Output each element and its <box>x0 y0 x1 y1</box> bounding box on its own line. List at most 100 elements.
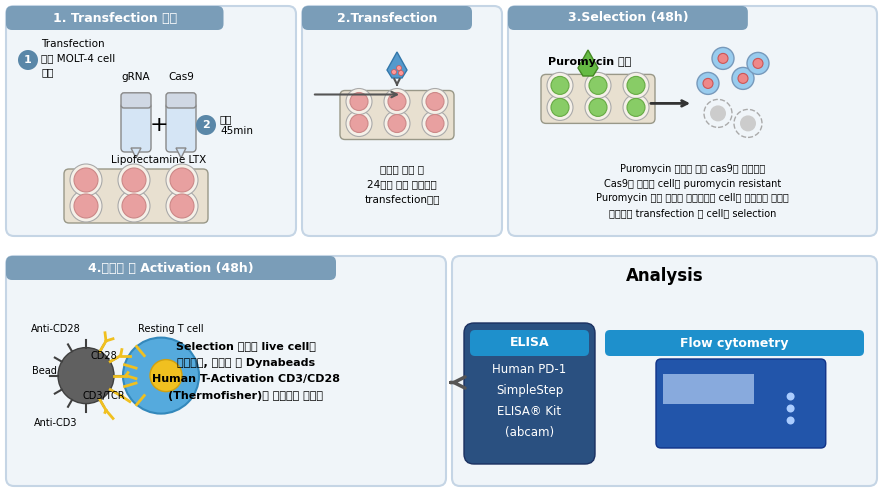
Polygon shape <box>578 50 598 76</box>
FancyBboxPatch shape <box>464 323 595 464</box>
Circle shape <box>787 404 795 412</box>
Circle shape <box>70 190 102 222</box>
Circle shape <box>388 92 406 111</box>
Polygon shape <box>387 52 407 78</box>
Circle shape <box>122 168 146 192</box>
Circle shape <box>547 72 573 98</box>
Circle shape <box>384 111 410 136</box>
Text: 상온
45min: 상온 45min <box>220 114 253 136</box>
FancyBboxPatch shape <box>166 93 196 108</box>
Circle shape <box>753 59 763 68</box>
FancyBboxPatch shape <box>64 169 208 223</box>
Text: Analysis: Analysis <box>626 267 704 285</box>
Circle shape <box>74 168 98 192</box>
Circle shape <box>350 92 368 111</box>
Text: Puromycin 내성을 갖는 cas9을 사용하여
Cas9이 도입된 cell은 puromycin resistant
Puromycin 포함 배지를: Puromycin 내성을 갖는 cas9을 사용하여 Cas9이 도입된 ce… <box>596 164 789 218</box>
Text: CD28: CD28 <box>91 351 117 361</box>
Circle shape <box>623 94 649 121</box>
Text: CD3/TCR: CD3/TCR <box>83 391 125 400</box>
Circle shape <box>740 116 756 131</box>
Circle shape <box>170 194 194 218</box>
Text: Cas9: Cas9 <box>168 72 194 82</box>
Circle shape <box>398 70 404 75</box>
Text: 치료제 처리 후
24시간 동안 보관하여
transfection진행: 치료제 처리 후 24시간 동안 보관하여 transfection진행 <box>365 164 440 204</box>
FancyBboxPatch shape <box>508 6 748 30</box>
Circle shape <box>426 115 444 132</box>
Text: Selection 완료된 live cell을
계대배양, 안정화 후 Dynabeads
Human T-Activation CD3/CD28
(Ther: Selection 완료된 live cell을 계대배양, 안정화 후 Dyn… <box>152 341 340 400</box>
Circle shape <box>196 115 216 135</box>
Circle shape <box>732 67 754 90</box>
Circle shape <box>712 47 734 69</box>
Circle shape <box>122 194 146 218</box>
Circle shape <box>123 338 199 414</box>
Circle shape <box>422 89 448 115</box>
Circle shape <box>747 53 769 74</box>
Circle shape <box>388 115 406 132</box>
FancyBboxPatch shape <box>541 74 655 123</box>
Circle shape <box>589 76 607 94</box>
Text: 3.Selection (48h): 3.Selection (48h) <box>568 11 688 25</box>
Circle shape <box>787 393 795 400</box>
Circle shape <box>585 94 611 121</box>
Text: 2.Transfection: 2.Transfection <box>336 11 437 25</box>
Circle shape <box>170 168 194 192</box>
Circle shape <box>384 89 410 115</box>
Circle shape <box>697 72 719 94</box>
FancyBboxPatch shape <box>6 256 446 486</box>
Text: Anti-CD3: Anti-CD3 <box>34 418 78 428</box>
Circle shape <box>396 65 402 70</box>
Text: Bead: Bead <box>32 366 57 375</box>
Circle shape <box>391 69 396 74</box>
Text: ELISA: ELISA <box>509 337 549 349</box>
Circle shape <box>718 54 728 63</box>
Text: Puromycin 사용: Puromycin 사용 <box>548 57 631 67</box>
FancyBboxPatch shape <box>508 6 877 236</box>
FancyBboxPatch shape <box>121 103 151 152</box>
Text: Lipofectamine LTX: Lipofectamine LTX <box>111 155 207 165</box>
Text: Flow cytometry: Flow cytometry <box>680 337 789 349</box>
Circle shape <box>118 190 150 222</box>
Circle shape <box>150 360 182 392</box>
Polygon shape <box>131 148 141 158</box>
Text: Anti-CD28: Anti-CD28 <box>31 324 81 334</box>
Text: 1: 1 <box>24 55 32 65</box>
FancyBboxPatch shape <box>340 91 454 140</box>
Circle shape <box>738 73 748 84</box>
FancyBboxPatch shape <box>6 6 296 236</box>
FancyBboxPatch shape <box>470 330 589 356</box>
Text: 2: 2 <box>202 120 210 130</box>
Circle shape <box>74 194 98 218</box>
FancyBboxPatch shape <box>166 103 196 152</box>
FancyBboxPatch shape <box>121 93 151 108</box>
Polygon shape <box>176 148 186 158</box>
Circle shape <box>70 164 102 196</box>
Circle shape <box>426 92 444 111</box>
Text: Transfection
당일 MOLT-4 cell
분주: Transfection 당일 MOLT-4 cell 분주 <box>41 39 116 77</box>
Circle shape <box>346 111 372 136</box>
Circle shape <box>346 89 372 115</box>
FancyBboxPatch shape <box>302 6 502 236</box>
Circle shape <box>166 164 198 196</box>
Text: 4.안정화 후 Activation (48h): 4.안정화 후 Activation (48h) <box>88 262 253 275</box>
Circle shape <box>551 98 569 117</box>
Circle shape <box>627 98 645 117</box>
FancyBboxPatch shape <box>6 256 336 280</box>
Circle shape <box>166 190 198 222</box>
Circle shape <box>787 417 795 425</box>
FancyBboxPatch shape <box>656 359 826 448</box>
FancyBboxPatch shape <box>605 330 864 356</box>
FancyBboxPatch shape <box>6 6 223 30</box>
FancyBboxPatch shape <box>452 256 877 486</box>
Circle shape <box>627 76 645 94</box>
Circle shape <box>118 164 150 196</box>
Circle shape <box>710 105 726 122</box>
Circle shape <box>589 98 607 117</box>
Text: Resting T cell: Resting T cell <box>138 324 204 334</box>
Circle shape <box>18 50 38 70</box>
Circle shape <box>703 78 713 89</box>
Text: Human PD-1
SimpleStep
ELISA® Kit
(abcam): Human PD-1 SimpleStep ELISA® Kit (abcam) <box>493 363 567 439</box>
Circle shape <box>585 72 611 98</box>
Circle shape <box>547 94 573 121</box>
Text: 1. Transfection 준비: 1. Transfection 준비 <box>53 11 177 25</box>
Circle shape <box>58 348 114 403</box>
